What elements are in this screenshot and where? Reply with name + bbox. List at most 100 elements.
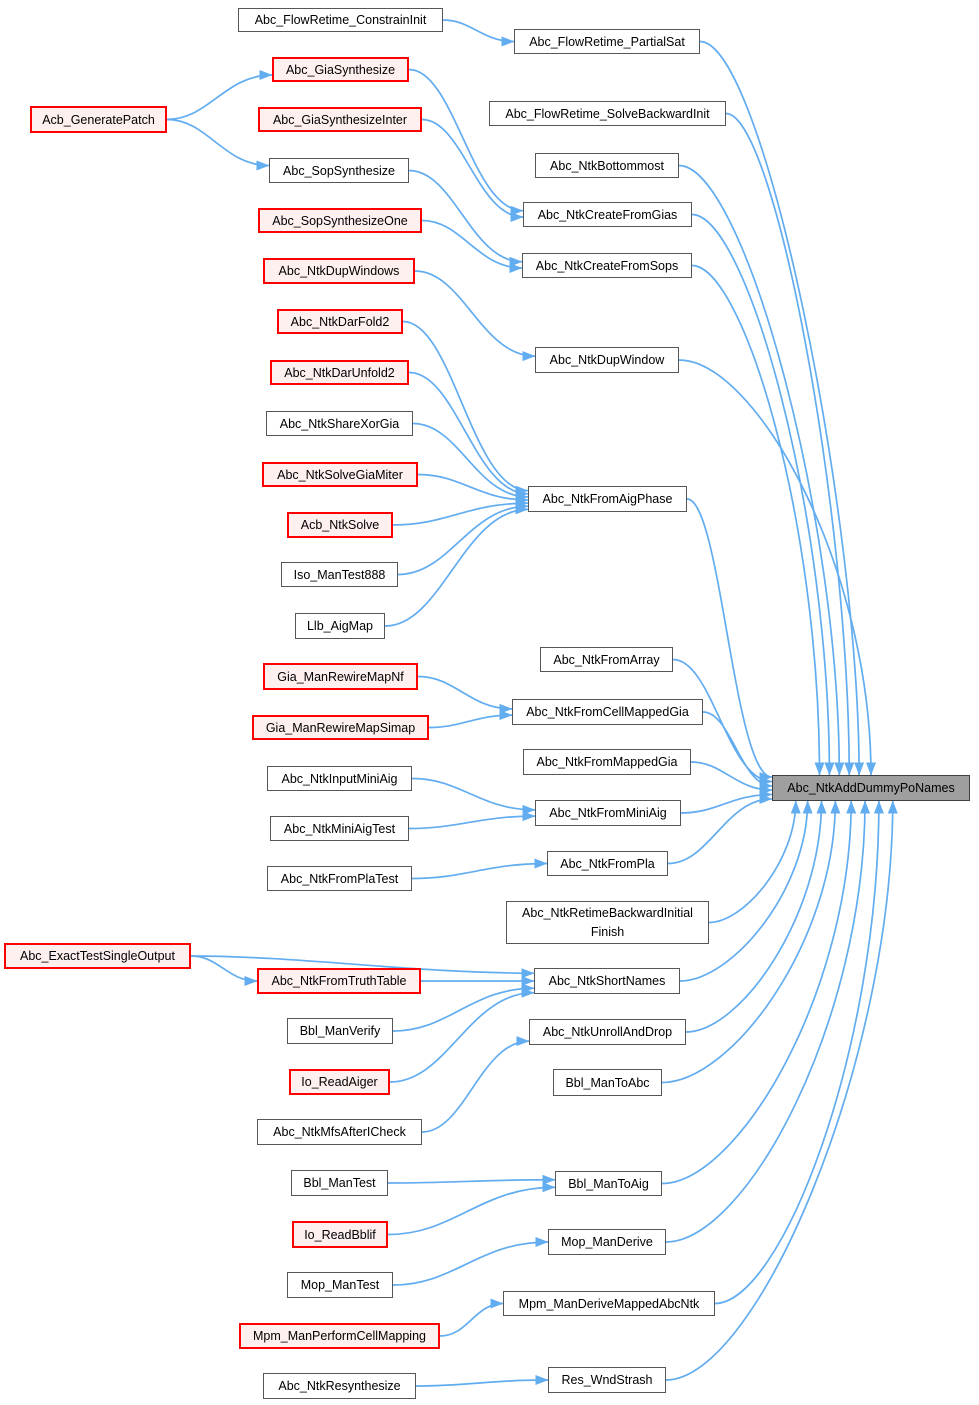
edge-bbl-mantest--bbl-mantoaig [387,1174,556,1185]
edge-ntk-fromminiaig--target [680,789,773,814]
node-ntk-mfsaftericheck[interactable]: Abc_NtkMfsAfterICheck [257,1119,422,1145]
edge-ntk-fromarray--target [672,658,773,787]
node-ntk-darunfold2[interactable]: Abc_NtkDarUnfold2 [270,360,409,385]
edge-acb-generatepatch--sop-synthesize [166,118,270,171]
node-bbl-mantest[interactable]: Bbl_ManTest [291,1170,388,1196]
edge-gia-synthesizeinter--ntk-createfromgias [421,118,524,222]
node-target[interactable]: Abc_NtkAddDummyPoNames [772,775,970,801]
edge-mpm-derivemappedabcntk--target [714,800,884,1305]
node-ntk-miniaigtest[interactable]: Abc_NtkMiniAigTest [270,816,409,841]
edge-ntk-frompla--target [667,793,773,865]
edge-ntk-dupwindow--target [678,359,876,776]
edge-mpm-performcellmapping--mpm-derivemappedabcntk [439,1298,504,1337]
node-ntk-fromtruthtable[interactable]: Abc_NtkFromTruthTable [257,968,421,994]
node-flowretime-constraininit[interactable]: Abc_FlowRetime_ConstrainInit [238,8,443,32]
node-gia-synthesizeinter[interactable]: Abc_GiaSynthesizeInter [258,107,422,132]
edge-ntk-darunfold2--ntk-fromaigphase [408,371,529,499]
node-gia-synthesize[interactable]: Abc_GiaSynthesize [272,57,409,82]
node-bbl-mantoabc[interactable]: Bbl_ManToAbc [553,1069,662,1096]
edge-ntk-fromcellmappedgia--target [702,711,773,791]
edge-res-wndstrash--target [665,800,898,1381]
node-llb-aigmap[interactable]: Llb_AigMap [295,613,385,639]
node-ntk-dupwindows[interactable]: Abc_NtkDupWindows [263,258,415,284]
edge-acb-ntksolve--ntk-fromaigphase [392,498,529,526]
edge-sop-synthesizeone--ntk-createfromsops [421,219,523,273]
node-ntk-frompla[interactable]: Abc_NtkFromPla [547,851,668,876]
node-ntk-frommappedgia[interactable]: Abc_NtkFromMappedGia [523,749,691,775]
node-sop-synthesize[interactable]: Abc_SopSynthesize [269,158,409,183]
edge-ntk-createfromgias--target [691,213,835,776]
node-ntk-retimebackwardinitialfinish[interactable]: Abc_NtkRetimeBackwardInitial Finish [506,901,709,944]
edge-gia-synthesize--ntk-createfromgias [408,68,524,216]
node-gia-rewiremapsimap[interactable]: Gia_ManRewireMapSimap [252,715,429,740]
edge-ntk-shortnames--target [679,800,813,982]
node-ntk-fromaigphase[interactable]: Abc_NtkFromAigPhase [528,486,687,512]
edge-exacttestsingleoutput--ntk-fromtruthtable [190,955,258,986]
edge-io-readbblif--bbl-mantoaig [387,1182,556,1236]
node-ntk-createfromgias[interactable]: Abc_NtkCreateFromGias [523,202,692,227]
node-ntk-shortnames[interactable]: Abc_NtkShortNames [534,968,680,994]
node-ntk-bottommost[interactable]: Abc_NtkBottommost [535,153,679,178]
node-ntk-fromplatest[interactable]: Abc_NtkFromPlaTest [267,866,412,891]
edge-ntk-solvegiamiter--ntk-fromaigphase [417,473,529,506]
edge-gia-rewiremapsimap--ntk-fromcellmappedgia [428,710,513,729]
edge-flowretime-constraininit--flowretime-partialsat [442,19,515,47]
node-io-readbblif[interactable]: Io_ReadBblif [292,1221,388,1248]
node-ntk-createfromsops[interactable]: Abc_NtkCreateFromSops [522,253,692,278]
edge-flowretime-partialsat--target [699,40,865,776]
node-mop-manderive[interactable]: Mop_ManDerive [548,1229,666,1255]
node-ntk-resynthesize[interactable]: Abc_NtkResynthesize [263,1373,416,1399]
node-mpm-performcellmapping[interactable]: Mpm_ManPerformCellMapping [239,1323,440,1349]
node-bbl-mantoaig[interactable]: Bbl_ManToAig [555,1171,662,1196]
node-iso-mantest888[interactable]: Iso_ManTest888 [281,562,398,587]
edge-gia-rewiremapnf--ntk-fromcellmappedgia [417,675,513,714]
node-mop-mantest[interactable]: Mop_ManTest [287,1272,393,1298]
edge-ntk-retimebackwardinitialfinish--target [708,800,801,924]
node-flowretime-partialsat[interactable]: Abc_FlowRetime_PartialSat [514,29,700,54]
node-ntk-fromarray[interactable]: Abc_NtkFromArray [540,647,673,672]
edge-ntk-resynthesize--res-wndstrash [415,1375,549,1387]
edge-ntk-miniaigtest--ntk-fromminiaig [408,811,536,830]
edge-ntk-fromaigphase--target [686,498,773,782]
node-exacttestsingleoutput[interactable]: Abc_ExactTestSingleOutput [4,943,191,969]
edge-acb-generatepatch--gia-synthesize [166,70,273,121]
edge-mop-manderive--target [665,800,871,1243]
node-ntk-sharexorgia[interactable]: Abc_NtkShareXorGia [266,411,413,436]
edge-flowretime-solvebackwardinit--target [725,112,855,776]
edge-sop-synthesize--ntk-createfromsops [408,169,523,267]
node-ntk-darfold2[interactable]: Abc_NtkDarFold2 [277,309,403,334]
node-ntk-solvegiamiter[interactable]: Abc_NtkSolveGiaMiter [262,462,418,487]
node-sop-synthesizeone[interactable]: Abc_SopSynthesizeOne [258,208,422,233]
edge-bbl-mantoaig--target [661,800,857,1185]
edge-ntk-createfromsops--target [691,264,825,776]
node-ntk-unrollanddrop[interactable]: Abc_NtkUnrollAndDrop [529,1019,686,1045]
edge-mop-mantest--mop-manderive [392,1237,549,1286]
node-gia-rewiremapnf[interactable]: Gia_ManRewireMapNf [263,663,418,690]
node-ntk-fromcellmappedgia[interactable]: Abc_NtkFromCellMappedGia [512,699,703,725]
node-acb-ntksolve[interactable]: Acb_NtkSolve [287,512,393,538]
edge-io-readaiger--ntk-shortnames [389,987,535,1083]
edge-ntk-mfsaftericheck--ntk-unrollanddrop [421,1036,530,1133]
node-bbl-manverify[interactable]: Bbl_ManVerify [287,1018,393,1044]
node-mpm-derivemappedabcntk[interactable]: Mpm_ManDeriveMappedAbcNtk [503,1291,715,1316]
node-ntk-dupwindow[interactable]: Abc_NtkDupWindow [535,347,679,373]
edge-ntk-dupwindows--ntk-dupwindow [414,270,536,362]
edge-bbl-manverify--ntk-shortnames [392,983,535,1032]
node-res-wndstrash[interactable]: Res_WndStrash [548,1367,666,1393]
node-ntk-inputminiaig[interactable]: Abc_NtkInputMiniAig [267,766,412,791]
node-ntk-fromminiaig[interactable]: Abc_NtkFromMiniAig [535,800,681,826]
edge-exacttestsingleoutput--ntk-shortnames [190,955,535,979]
node-acb-generatepatch[interactable]: Acb_GeneratePatch [30,106,167,133]
edge-llb-aigmap--ntk-fromaigphase [384,504,529,627]
edge-ntk-sharexorgia--ntk-fromaigphase [412,422,529,502]
edge-ntk-unrollanddrop--target [685,800,827,1033]
edge-ntk-fromplatest--ntk-frompla [411,858,548,880]
edge-ntk-bottommost--target [678,164,845,776]
edge-ntk-darfold2--ntk-fromaigphase [402,320,529,496]
node-io-readaiger[interactable]: Io_ReadAiger [289,1069,390,1095]
node-flowretime-solvebackwardinit[interactable]: Abc_FlowRetime_SolveBackwardInit [489,101,726,126]
edge-bbl-mantoabc--target [661,800,841,1084]
edge-iso-mantest888--ntk-fromaigphase [397,501,529,576]
